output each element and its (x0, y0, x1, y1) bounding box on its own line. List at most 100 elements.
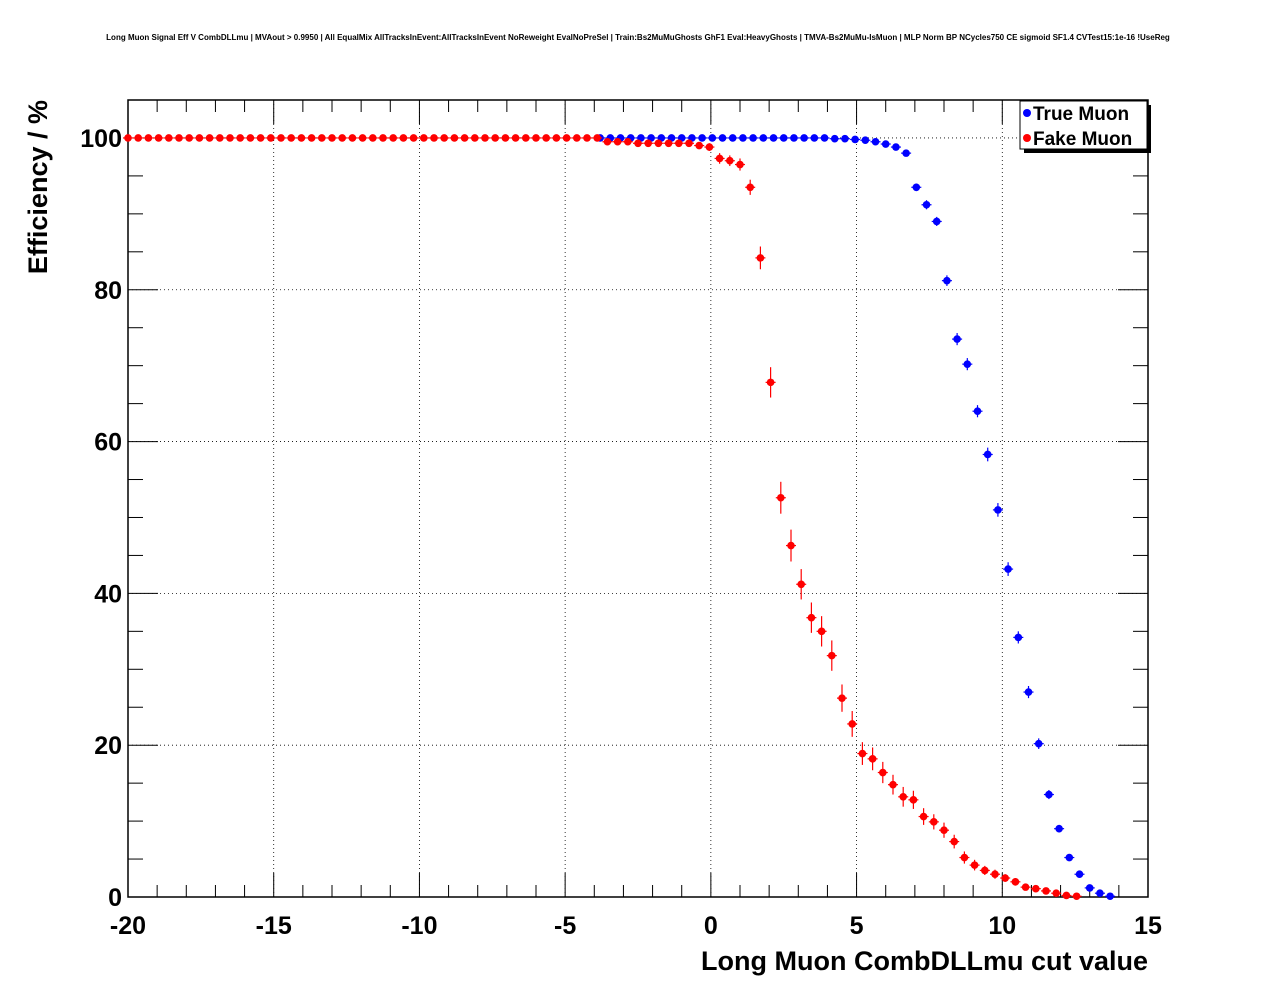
data-point (697, 134, 708, 142)
marker (922, 200, 931, 209)
data-point (1013, 631, 1024, 644)
marker (858, 749, 867, 758)
data-point (1030, 884, 1041, 893)
marker (1075, 870, 1084, 879)
data-point (622, 137, 633, 146)
marker (1072, 892, 1081, 901)
marker (728, 134, 737, 142)
marker (919, 812, 928, 821)
marker (664, 139, 673, 148)
data-point (204, 134, 215, 142)
data-point (633, 139, 643, 148)
data-point (490, 134, 501, 142)
marker (134, 134, 142, 142)
data-point (561, 134, 572, 142)
marker (644, 139, 652, 148)
marker (1011, 878, 1020, 886)
marker (708, 134, 717, 142)
marker (522, 134, 530, 142)
data-point (786, 529, 796, 562)
data-point (1023, 685, 1034, 699)
marker (736, 160, 744, 169)
data-point (962, 358, 973, 371)
data-point (520, 134, 531, 142)
marker (902, 149, 910, 157)
marker (185, 134, 193, 142)
marker (777, 493, 785, 502)
marker (593, 134, 601, 142)
marker (1065, 853, 1074, 862)
data-point (194, 134, 205, 142)
y-tick-label: 80 (94, 277, 122, 305)
data-point (737, 134, 748, 142)
marker (195, 134, 204, 142)
data-point (123, 134, 133, 142)
data-point (296, 134, 307, 142)
x-tick-labels: -20 -15 -10 -5 0 5 10 15 (110, 912, 1162, 940)
marker (981, 866, 989, 875)
data-point (276, 134, 286, 142)
data-point (992, 503, 1003, 517)
marker (953, 335, 961, 343)
marker (685, 139, 693, 148)
data-point (724, 155, 735, 167)
marker (851, 135, 859, 144)
marker (1042, 887, 1050, 895)
data-point (765, 367, 776, 398)
data-point (941, 275, 952, 286)
marker (654, 139, 663, 148)
data-point (890, 143, 901, 151)
data-point (1051, 889, 1062, 898)
data-point (931, 216, 942, 227)
marker (970, 861, 979, 869)
marker (899, 793, 907, 801)
x-tick-label: 0 (704, 912, 718, 940)
data-point (541, 134, 552, 142)
data-point (755, 246, 766, 270)
marker (358, 134, 367, 142)
marker (318, 134, 326, 142)
x-axis-title: Long Muon CombDLLmu cut value (701, 946, 1148, 976)
data-point (612, 137, 623, 146)
data-point (214, 134, 225, 142)
y-tick-labels: 0 20 40 60 80 100 (80, 125, 122, 912)
plot-frame (127, 99, 1149, 898)
data-point (133, 134, 144, 142)
data-point (1033, 738, 1044, 749)
data-point (704, 143, 715, 151)
marker (1085, 884, 1094, 892)
legend-label-fake-muon: Fake Muon (1033, 129, 1132, 150)
marker (943, 276, 951, 285)
marker (532, 134, 540, 142)
data-point (898, 786, 909, 807)
data-point (378, 134, 388, 142)
data-point (758, 134, 769, 142)
data-point (500, 134, 511, 142)
data-point (799, 134, 810, 142)
marker (963, 360, 972, 368)
marker (1096, 889, 1104, 898)
data-point (255, 134, 266, 142)
marker (718, 134, 727, 142)
data-point (727, 134, 738, 142)
marker (1021, 883, 1030, 891)
data-point (911, 183, 922, 192)
data-point (775, 481, 786, 514)
marker (124, 134, 132, 142)
data-point (418, 134, 429, 142)
data-point (1094, 889, 1105, 898)
x-tick-label: 15 (1134, 912, 1162, 940)
data-point (316, 134, 327, 142)
data-point (143, 134, 154, 142)
data-point (1054, 824, 1065, 833)
marker (871, 137, 880, 146)
marker (746, 183, 754, 192)
data-point (153, 134, 164, 142)
marker (932, 217, 941, 226)
marker (511, 134, 520, 142)
marker (889, 780, 897, 789)
marker (817, 627, 826, 636)
marker (471, 134, 479, 142)
x-tick-label: -15 (256, 912, 292, 940)
data-point (174, 134, 184, 142)
